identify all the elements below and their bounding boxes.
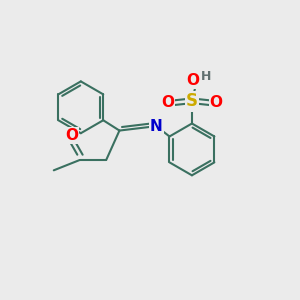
Text: O: O [161,95,174,110]
Text: N: N [150,118,163,134]
Text: O: O [186,73,199,88]
Text: S: S [186,92,198,110]
Text: O: O [65,128,78,143]
Text: H: H [201,70,211,83]
Text: O: O [210,95,223,110]
